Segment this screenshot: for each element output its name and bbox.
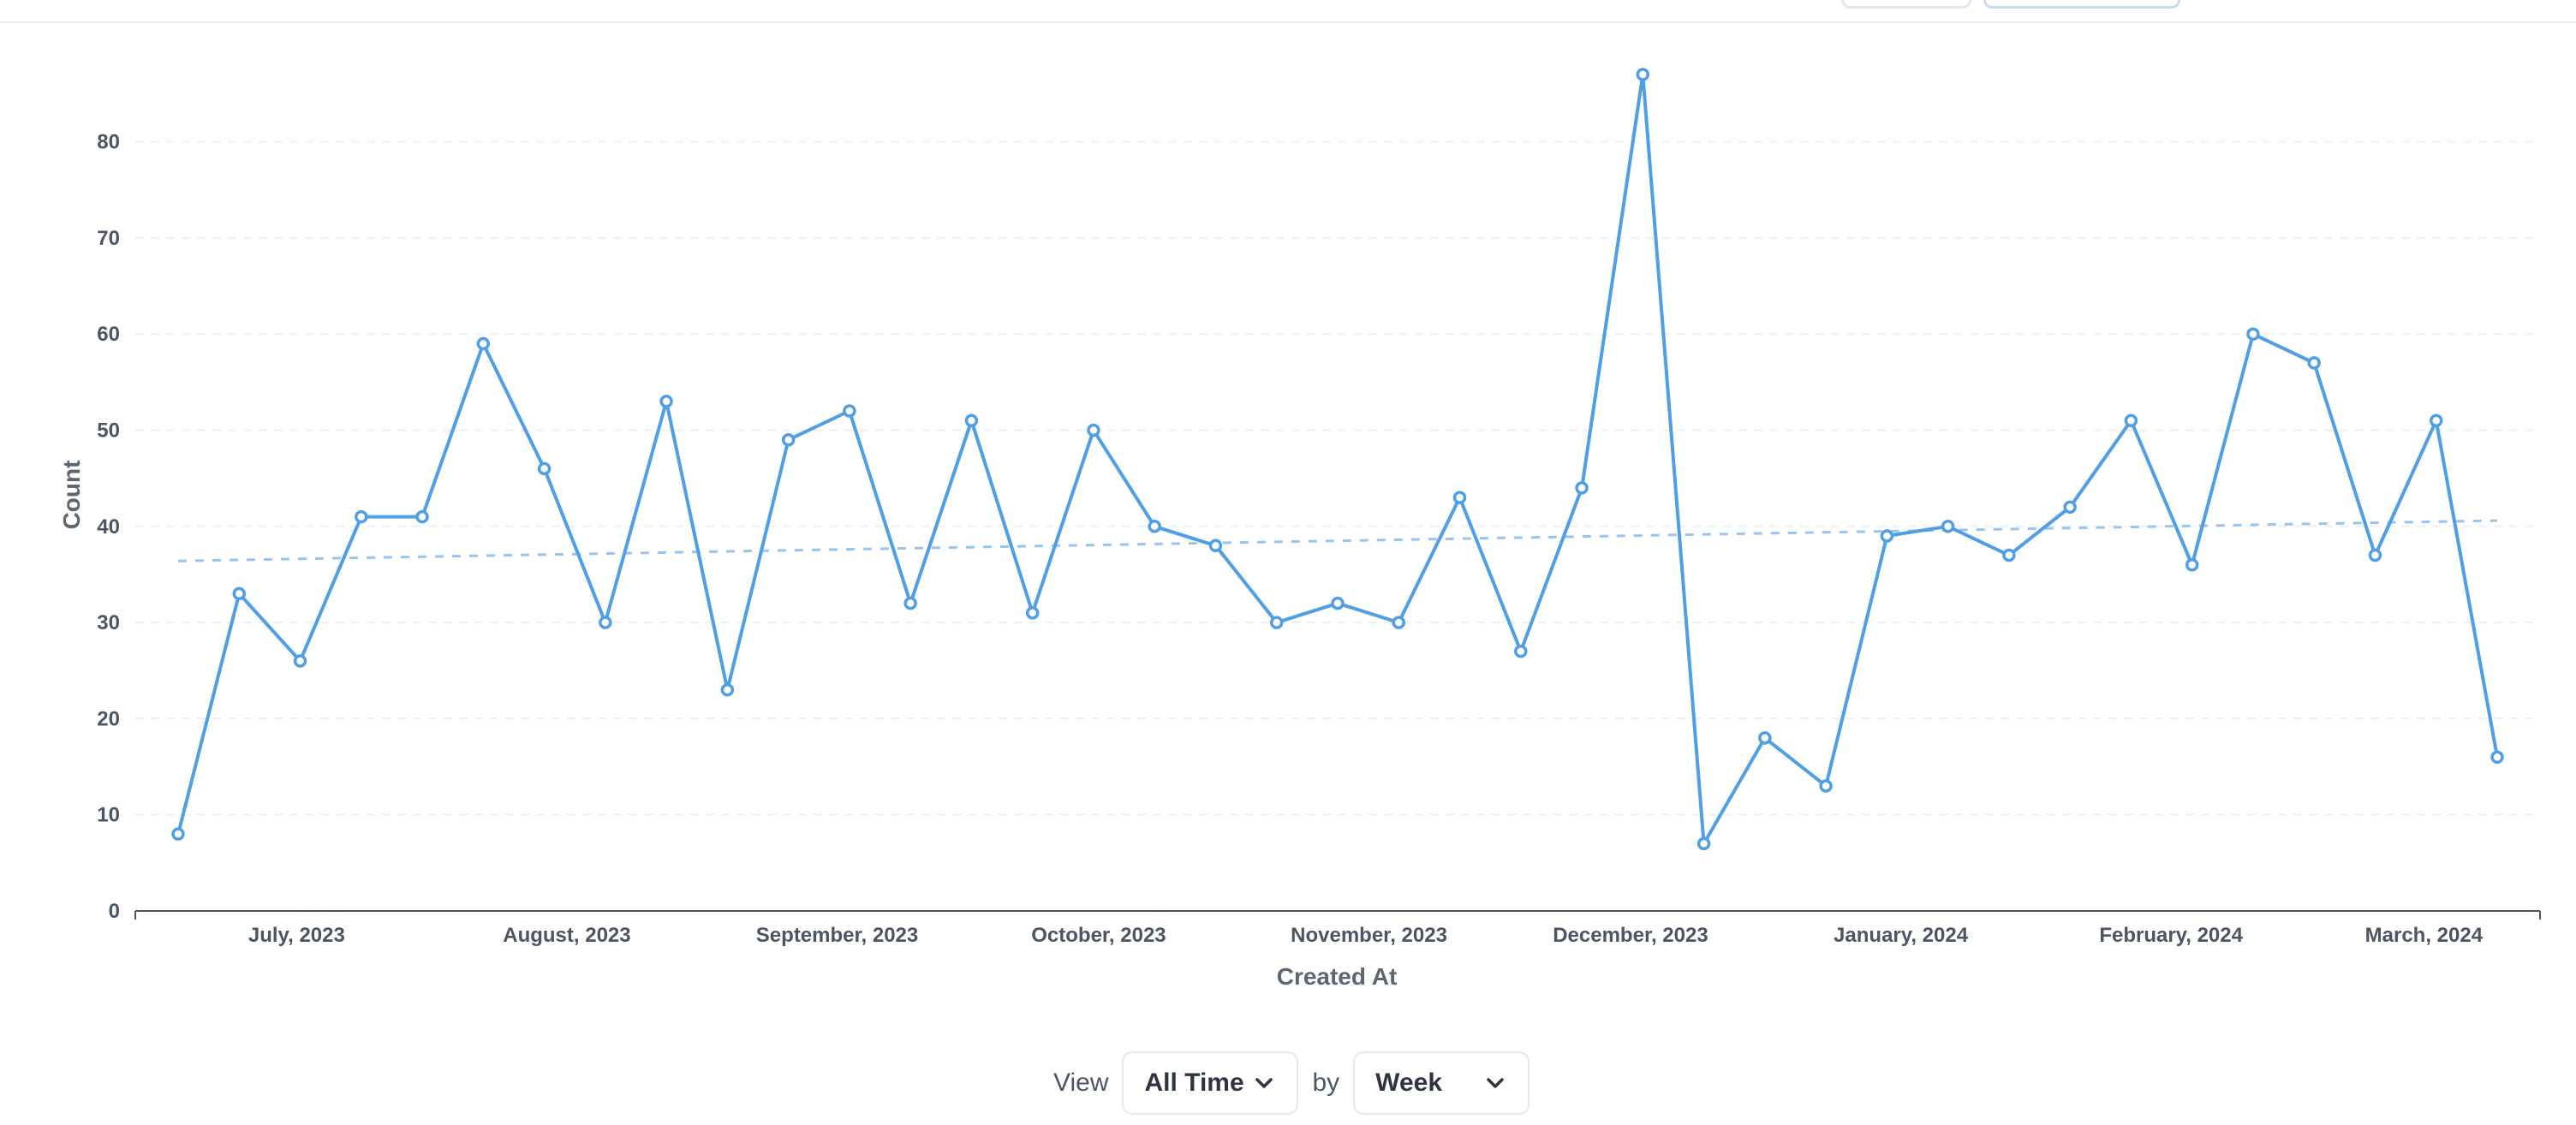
y-tick-label: 30 <box>97 611 120 634</box>
data-point <box>659 395 673 408</box>
chevron-down-icon <box>1487 1078 1504 1088</box>
y-tick-label: 40 <box>97 515 120 539</box>
time-unit-select[interactable]: Week <box>1353 1051 1530 1115</box>
data-point <box>1148 520 1161 533</box>
data-point <box>1819 779 1833 793</box>
x-tick-label: November, 2023 <box>1291 924 1447 947</box>
data-point <box>2368 548 2382 562</box>
data-point <box>1025 606 1040 620</box>
grid-lines <box>135 140 2540 816</box>
data-point <box>1575 481 1589 495</box>
data-point <box>232 586 247 601</box>
data-point <box>1758 731 1772 745</box>
by-label: by <box>1312 1068 1340 1097</box>
x-tick-label: August, 2023 <box>503 924 630 947</box>
time-range-select[interactable]: All Time <box>1122 1051 1299 1115</box>
y-tick-label: 80 <box>97 131 120 154</box>
data-point <box>1452 491 1467 504</box>
data-point <box>720 682 735 697</box>
y-tick-label: 20 <box>97 707 120 730</box>
toolbar-button-active[interactable] <box>1983 0 2180 9</box>
data-point <box>2246 327 2260 341</box>
x-axis-title: Created At <box>1277 963 1398 990</box>
data-point <box>2490 750 2504 765</box>
x-tick-label: December, 2023 <box>1553 924 1708 947</box>
time-controls: View All Time by Week <box>1053 1050 1530 1116</box>
series-line <box>176 73 2499 846</box>
data-point <box>1392 616 1406 629</box>
x-tick-label: February, 2024 <box>2099 924 2243 947</box>
data-point <box>1269 616 1284 629</box>
x-tick-label: October, 2023 <box>1031 924 1166 947</box>
x-tick-label: September, 2023 <box>756 924 918 947</box>
x-tick-label: July, 2023 <box>248 924 345 947</box>
data-point <box>2063 500 2077 515</box>
y-axis-title: Count <box>58 461 85 530</box>
data-point <box>1087 423 1100 438</box>
data-point <box>2002 548 2016 562</box>
data-point <box>599 616 612 629</box>
view-label: View <box>1053 1068 1109 1097</box>
data-point <box>1941 520 1955 533</box>
data-point <box>415 509 429 524</box>
header-divider <box>0 21 2576 23</box>
data-point <box>1208 539 1223 553</box>
toolbar-button[interactable] <box>1841 0 1971 9</box>
y-tick-label: 0 <box>109 900 120 923</box>
data-point <box>2185 557 2199 572</box>
x-axis-ticks: July, 2023 August, 2023 September, 2023 Oct… <box>248 924 2484 947</box>
chevron-down-icon <box>1255 1078 1273 1088</box>
data-point <box>293 654 307 668</box>
data-point <box>537 461 552 476</box>
data-point <box>355 509 368 524</box>
data-point <box>2307 356 2321 370</box>
y-tick-label: 60 <box>97 323 120 346</box>
time-unit-value: Week <box>1375 1068 1442 1097</box>
data-point <box>1696 836 1711 851</box>
data-point <box>2429 414 2443 428</box>
y-axis-ticks: 0 10 20 30 40 50 60 70 80 <box>97 131 120 923</box>
x-tick-label: March, 2024 <box>2365 924 2484 947</box>
data-point <box>476 336 491 351</box>
y-tick-label: 10 <box>97 804 120 827</box>
data-point <box>903 596 917 610</box>
data-point <box>781 432 796 447</box>
data-point <box>843 404 856 418</box>
data-point <box>171 827 185 841</box>
data-point <box>1514 645 1528 658</box>
y-tick-label: 70 <box>97 227 120 250</box>
data-point <box>1880 529 1894 543</box>
time-range-value: All Time <box>1144 1068 1244 1097</box>
y-tick-label: 50 <box>97 420 120 443</box>
data-point <box>1636 68 1650 81</box>
data-point <box>2124 414 2138 428</box>
x-tick-label: January, 2024 <box>1834 924 1969 947</box>
data-points <box>171 68 2504 851</box>
line-chart: 0 10 20 30 40 50 60 70 80 July, 2023 August, 2023… <box>58 68 2541 990</box>
data-point <box>964 414 979 428</box>
data-point <box>1331 596 1345 610</box>
